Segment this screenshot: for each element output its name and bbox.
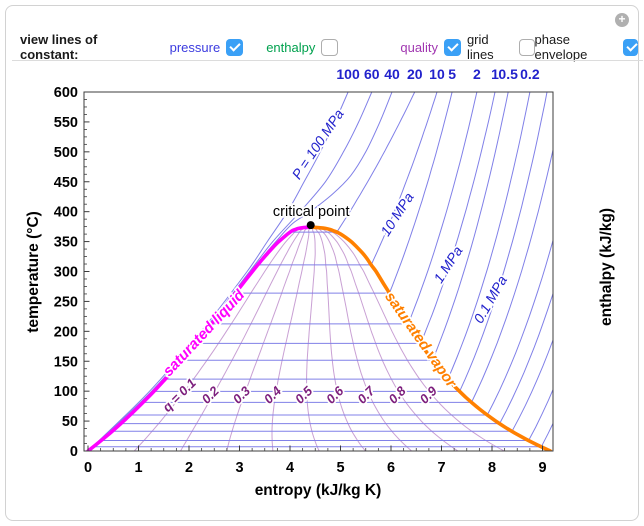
control-bar: view lines of constant: pressure enthalp…: [20, 32, 638, 62]
options-plus-icon[interactable]: +: [615, 13, 629, 27]
pressure-checkbox[interactable]: [226, 38, 244, 56]
quality-checkbox[interactable]: [443, 38, 461, 56]
quality-label: quality: [400, 39, 438, 55]
grid-lines-control: grid lines: [467, 32, 535, 62]
phase-envelope-control: phase envelope: [535, 32, 638, 62]
pressure-control: pressure: [169, 38, 244, 56]
grid-lines-checkbox[interactable]: [519, 38, 535, 56]
control-bar-heading: view lines of constant:: [20, 32, 98, 62]
phase-envelope-checkbox[interactable]: [622, 38, 638, 56]
enthalpy-label: enthalpy: [266, 39, 316, 55]
phase-envelope-label: phase envelope: [534, 32, 588, 62]
quality-control: quality: [400, 38, 461, 56]
demonstration-panel: view lines of constant: pressure enthalp…: [5, 5, 643, 521]
enthalpy-checkbox[interactable]: [321, 38, 339, 56]
enthalpy-control: enthalpy: [266, 38, 339, 56]
grid-lines-label: grid lines: [466, 32, 494, 62]
panel-divider: [12, 60, 643, 61]
pressure-label: pressure: [169, 39, 221, 55]
